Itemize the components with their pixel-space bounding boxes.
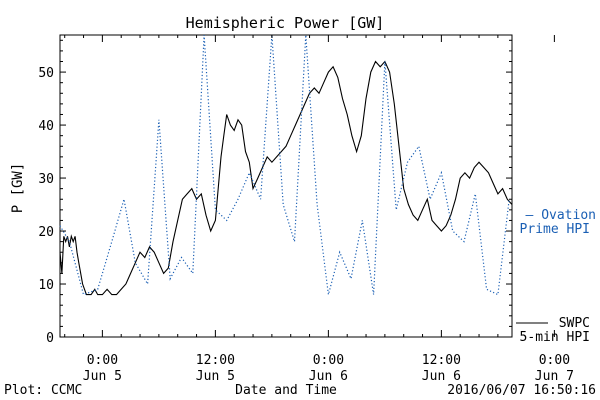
- series-line-1: [59, 34, 510, 296]
- legend-swpc: SWPC 5-min HPI: [516, 316, 590, 345]
- plot-frame: [59, 34, 513, 338]
- legend-ovation: — Ovation Prime HPI: [520, 208, 596, 237]
- footer-timestamp: 2016/06/07 16:50:16: [447, 383, 596, 398]
- x-tick-time-label: 12:00: [422, 353, 461, 368]
- y-tick-label: 40: [38, 119, 54, 134]
- x-tick-time-label: 0:00: [87, 353, 118, 368]
- y-tick-label: 20: [38, 225, 54, 240]
- x-tick-day-label: Jun 6: [309, 369, 348, 384]
- y-tick-label: 50: [38, 66, 54, 81]
- x-tick-time-label: 0:00: [539, 353, 570, 368]
- x-tick-day-label: Jun 6: [422, 369, 461, 384]
- y-tick-label: 10: [38, 278, 54, 293]
- x-axis-label: Date and Time: [235, 383, 337, 398]
- plot-area-border: [59, 34, 513, 338]
- footer-plot-credit: Plot: CCMC: [4, 383, 82, 398]
- legend-swpc-line-1: SWPC: [559, 316, 590, 331]
- x-tick-day-label: Jun 5: [83, 369, 122, 384]
- y-axis-label: P [GW]: [10, 163, 26, 214]
- legend-ovation-line-2: Prime HPI: [520, 222, 590, 237]
- x-tick-day-label: Jun 5: [196, 369, 235, 384]
- y-axis: 0 10 20 30 40 50: [38, 39, 512, 346]
- y-tick-label: 30: [38, 172, 54, 187]
- x-tick-day-label: Jun 7: [535, 369, 574, 384]
- x-tick-time-label: 12:00: [196, 353, 235, 368]
- y-tick-label: 0: [46, 331, 54, 346]
- chart-title: Hemispheric Power [GW]: [186, 14, 385, 32]
- legend-ovation-line-1: — Ovation: [526, 208, 596, 223]
- x-tick-time-label: 0:00: [313, 353, 344, 368]
- series-line-0: [59, 60, 513, 296]
- series-layer: [59, 34, 513, 296]
- legend-swpc-line-2: 5-min HPI: [520, 330, 590, 345]
